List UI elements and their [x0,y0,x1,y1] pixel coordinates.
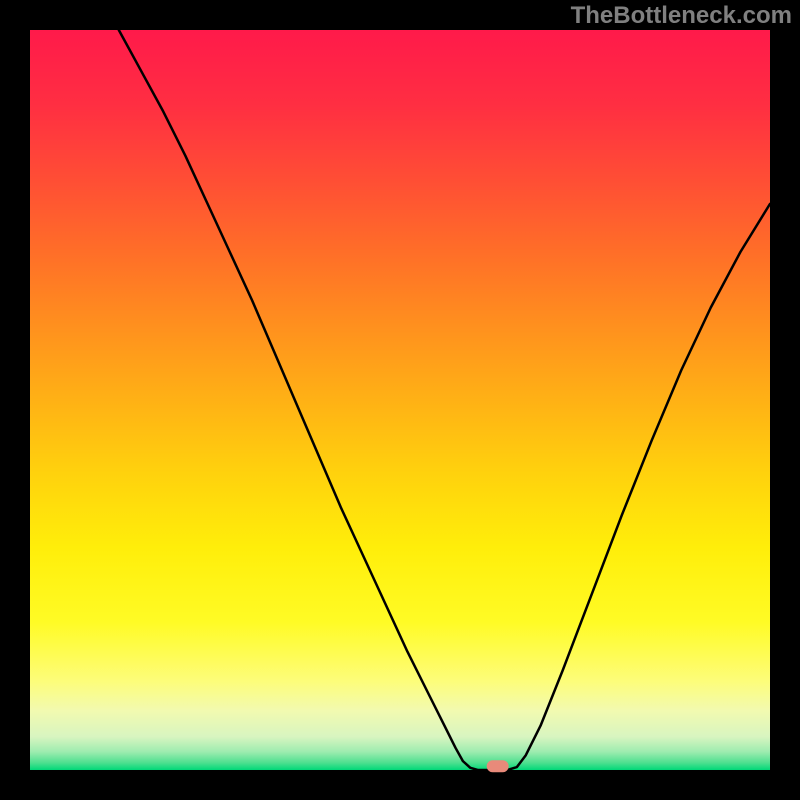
optimal-marker [487,760,509,772]
bottleneck-chart [0,0,800,800]
watermark-text: TheBottleneck.com [571,2,792,30]
plot-background [30,30,770,770]
